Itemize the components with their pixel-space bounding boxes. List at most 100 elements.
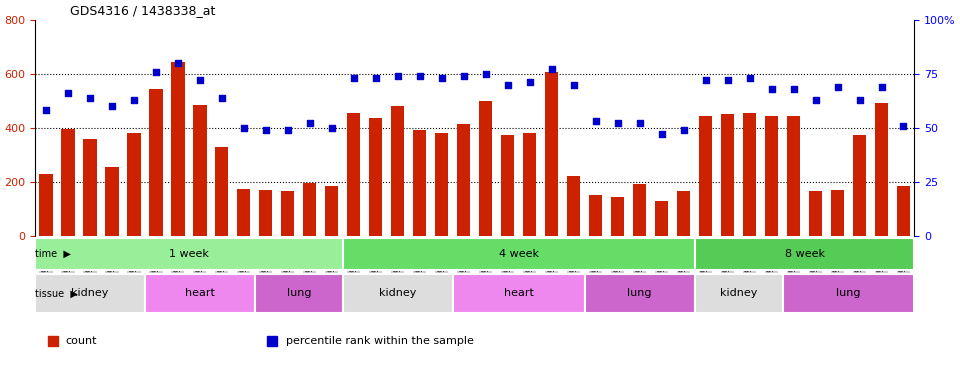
Bar	[809, 191, 822, 236]
Point	[60, 90, 76, 96]
Point	[170, 60, 185, 66]
Bar	[540, 20, 563, 236]
Bar	[827, 20, 849, 236]
Point	[302, 120, 318, 126]
Bar	[413, 131, 426, 236]
Bar	[629, 20, 651, 236]
Bar	[518, 20, 540, 236]
Bar	[259, 190, 273, 236]
Bar	[365, 20, 387, 236]
Bar	[760, 20, 782, 236]
Point	[808, 97, 824, 103]
Bar	[852, 134, 866, 236]
Bar	[211, 20, 233, 236]
Bar	[145, 20, 167, 236]
Point	[347, 75, 362, 81]
Bar	[343, 20, 365, 236]
FancyBboxPatch shape	[255, 274, 343, 313]
Bar	[145, 20, 167, 236]
Bar	[435, 133, 448, 236]
Bar	[39, 174, 53, 236]
Point	[324, 125, 340, 131]
Bar	[303, 183, 317, 236]
Bar	[79, 20, 101, 236]
Bar	[849, 20, 871, 236]
Bar	[673, 20, 695, 236]
Point	[720, 77, 735, 83]
Point	[148, 68, 163, 74]
Bar	[563, 20, 585, 236]
Bar	[79, 20, 101, 236]
Bar	[677, 191, 690, 236]
Bar	[106, 167, 119, 236]
Point	[588, 118, 603, 124]
Bar	[629, 20, 651, 236]
Text: heart: heart	[504, 288, 534, 298]
Bar	[716, 20, 738, 236]
Point	[610, 120, 625, 126]
Bar	[123, 20, 145, 236]
Bar	[325, 186, 339, 236]
Bar	[123, 20, 145, 236]
FancyBboxPatch shape	[35, 238, 343, 270]
Bar	[523, 133, 537, 236]
Text: heart: heart	[185, 288, 215, 298]
Bar	[651, 20, 673, 236]
Bar	[585, 20, 607, 236]
Bar	[150, 89, 162, 236]
Bar	[409, 20, 431, 236]
Bar	[35, 20, 57, 236]
FancyBboxPatch shape	[343, 238, 695, 270]
Bar	[167, 20, 189, 236]
Bar	[387, 20, 409, 236]
Bar	[633, 184, 646, 236]
Text: kidney: kidney	[379, 288, 417, 298]
Bar	[167, 20, 189, 236]
Point	[368, 75, 383, 81]
Bar	[589, 195, 602, 236]
Bar	[128, 133, 140, 236]
Bar	[897, 186, 910, 236]
Bar	[35, 20, 57, 236]
Bar	[893, 20, 915, 236]
Bar	[831, 190, 844, 236]
Point	[258, 127, 274, 133]
Bar	[281, 191, 295, 236]
Text: time  ▶: time ▶	[35, 249, 71, 259]
Point	[896, 122, 911, 129]
Point	[632, 120, 647, 126]
Point	[654, 131, 669, 137]
Bar	[721, 114, 734, 236]
Bar	[496, 20, 518, 236]
Bar	[457, 124, 470, 236]
Bar	[101, 20, 123, 236]
Bar	[233, 20, 255, 236]
Text: kidney: kidney	[71, 288, 108, 298]
Bar	[518, 20, 540, 236]
Point	[764, 86, 780, 92]
Point	[874, 84, 889, 90]
Bar	[545, 73, 559, 236]
Point	[522, 79, 538, 86]
Text: lung: lung	[836, 288, 861, 298]
Bar	[827, 20, 849, 236]
Bar	[804, 20, 827, 236]
Point	[676, 127, 691, 133]
Point	[852, 97, 867, 103]
Point	[127, 97, 142, 103]
Bar	[276, 20, 299, 236]
Bar	[189, 20, 211, 236]
Text: count: count	[66, 336, 97, 346]
Bar	[409, 20, 431, 236]
Bar	[716, 20, 738, 236]
Text: GDS4316 / 1438338_at: GDS4316 / 1438338_at	[70, 4, 216, 17]
Bar	[787, 116, 800, 236]
Bar	[804, 20, 827, 236]
Text: kidney: kidney	[720, 288, 757, 298]
Text: 4 week: 4 week	[499, 249, 539, 259]
Bar	[765, 116, 779, 236]
Bar	[893, 20, 915, 236]
Bar	[84, 139, 97, 236]
Bar	[370, 118, 382, 236]
Bar	[563, 20, 585, 236]
